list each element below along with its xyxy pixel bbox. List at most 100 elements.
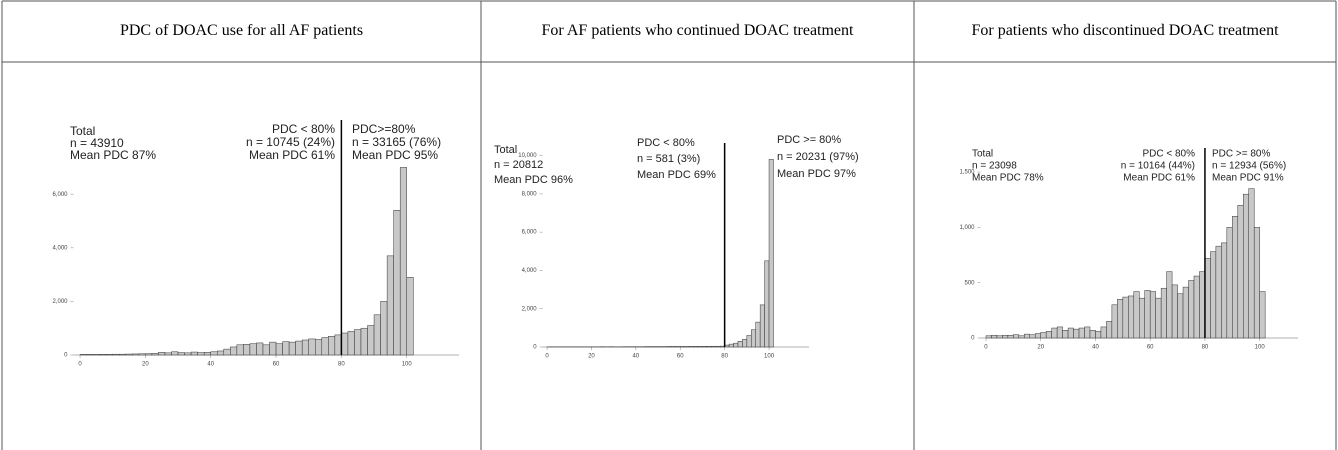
bar — [236, 344, 244, 356]
panel-title: For patients who discontinued DOAC treat… — [971, 22, 1279, 39]
x-tick-label: 60 — [273, 362, 280, 368]
bar — [1133, 291, 1140, 339]
y-tick-label: 500 — [964, 280, 975, 286]
bar — [1062, 330, 1069, 339]
y-tick-label: 2,000 — [522, 306, 538, 312]
bar — [360, 327, 368, 356]
bar — [1160, 287, 1167, 339]
x-tick-label: 0 — [78, 362, 82, 368]
bar — [295, 340, 303, 356]
bar — [702, 346, 708, 348]
bar — [706, 346, 712, 348]
annotation: Mean PDC 69% — [637, 169, 716, 181]
bar — [125, 353, 133, 356]
bar — [751, 329, 756, 348]
annotation: Mean PDC 61% — [1123, 173, 1195, 184]
bar — [406, 277, 414, 356]
bar — [728, 343, 734, 348]
bar — [1215, 245, 1222, 339]
bar — [269, 341, 277, 356]
bar — [1117, 299, 1124, 339]
annotation: n = 581 (3%) — [637, 153, 700, 165]
x-tick-label: 20 — [142, 362, 149, 368]
bar — [1128, 295, 1135, 339]
bar — [1166, 271, 1173, 339]
annotation: Mean PDC 91% — [1212, 173, 1284, 184]
x-tick-label: 40 — [207, 362, 214, 368]
annotation: n = 43910 — [70, 136, 124, 150]
bar — [733, 342, 739, 348]
bar — [711, 345, 717, 348]
bar — [256, 342, 264, 356]
bar — [262, 344, 270, 356]
bar — [288, 341, 296, 356]
annotation: PDC < 80% — [637, 137, 695, 149]
bar — [755, 321, 761, 348]
bar — [1193, 275, 1200, 339]
bar — [1221, 242, 1228, 339]
x-tick-label: 40 — [632, 354, 639, 360]
histogram: 0 2,000 4,000 6,000 8,000 10,000 0 20 40 60 80 100 T… — [494, 134, 859, 360]
y-tick-label: 0 — [971, 336, 975, 342]
bar — [171, 351, 179, 356]
annotation: n = 12934 (56%) — [1212, 161, 1286, 172]
annotation: PDC >= 80% — [777, 134, 841, 146]
x-tick-label: 80 — [721, 354, 728, 360]
annotation: PDC>=80% — [352, 122, 416, 136]
bar — [184, 352, 192, 356]
bar — [190, 351, 198, 356]
bar — [321, 337, 329, 356]
bar — [275, 343, 283, 356]
bar — [386, 255, 394, 356]
bar — [1259, 291, 1266, 339]
x-tick-label: 80 — [338, 362, 345, 368]
bar — [354, 329, 362, 356]
bar — [1106, 321, 1113, 339]
bar — [1029, 334, 1036, 339]
x-tick-label: 20 — [1037, 345, 1044, 351]
annotation: Total — [494, 144, 517, 156]
bar — [99, 354, 107, 356]
bar — [158, 352, 166, 356]
y-tick-label: 4,000 — [52, 245, 68, 251]
bar — [688, 346, 694, 348]
bar — [1199, 271, 1206, 339]
bar — [1122, 296, 1129, 339]
bar — [985, 335, 992, 339]
annotation: Mean PDC 87% — [70, 148, 156, 162]
bar — [380, 301, 388, 356]
y-tick-label: 0 — [64, 353, 68, 359]
x-tick-label: 40 — [1092, 345, 1099, 351]
bar — [1056, 326, 1063, 339]
annotation: n = 10745 (24%) — [246, 135, 335, 149]
y-tick-label: 2,000 — [52, 299, 68, 305]
bar — [210, 351, 218, 356]
bar — [1232, 216, 1239, 339]
y-tick-label: 4,000 — [522, 268, 538, 274]
bar — [373, 314, 381, 356]
x-tick-label: 0 — [545, 354, 549, 360]
bar — [334, 334, 342, 356]
bar — [693, 346, 699, 348]
y-tick-label: 10,000 — [518, 153, 537, 159]
bar — [1089, 330, 1096, 339]
bar — [308, 338, 316, 356]
annotation: n = 10164 (44%) — [1121, 161, 1195, 172]
bar — [1051, 327, 1058, 339]
bar — [737, 341, 743, 348]
bar — [399, 167, 407, 356]
annotation: Mean PDC 95% — [352, 148, 438, 162]
bar — [105, 354, 113, 356]
bar — [1111, 304, 1118, 339]
x-tick-label: 80 — [1202, 345, 1209, 351]
y-tick-label: 6,000 — [52, 192, 68, 198]
y-tick-label: 0 — [533, 345, 537, 351]
bar — [1177, 293, 1184, 339]
bar — [1237, 205, 1244, 339]
bar — [1188, 280, 1195, 339]
bar — [164, 352, 172, 356]
bar — [1067, 327, 1074, 339]
bar — [1002, 334, 1009, 339]
annotation: Total — [70, 124, 95, 138]
